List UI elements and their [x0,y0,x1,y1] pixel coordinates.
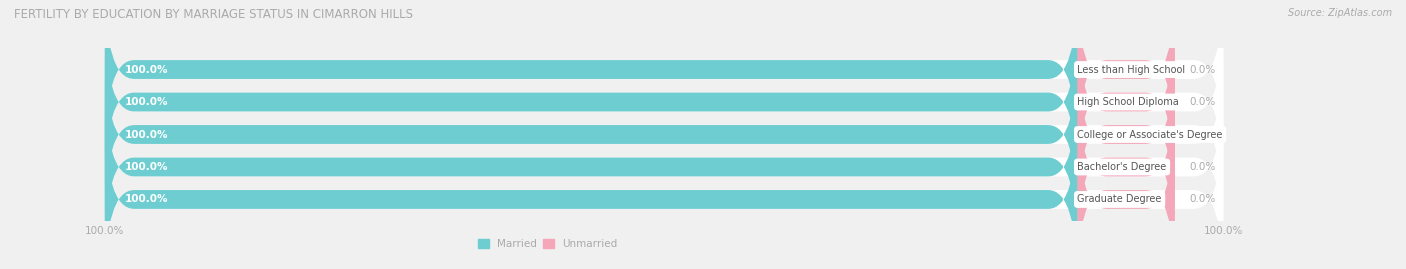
FancyBboxPatch shape [1077,79,1174,255]
FancyBboxPatch shape [105,47,1077,222]
Text: Less than High School: Less than High School [1077,65,1185,75]
Text: Bachelor's Degree: Bachelor's Degree [1077,162,1167,172]
FancyBboxPatch shape [105,79,1223,255]
FancyBboxPatch shape [1077,47,1174,222]
Text: 100.0%: 100.0% [124,97,167,107]
Text: 0.0%: 0.0% [1189,65,1216,75]
Text: 0.0%: 0.0% [1189,194,1216,204]
FancyBboxPatch shape [105,14,1223,190]
Text: College or Associate's Degree: College or Associate's Degree [1077,129,1223,140]
Legend: Married, Unmarried: Married, Unmarried [474,235,621,253]
FancyBboxPatch shape [105,79,1077,255]
Text: 100.0%: 100.0% [124,162,167,172]
FancyBboxPatch shape [105,14,1077,190]
Text: Graduate Degree: Graduate Degree [1077,194,1161,204]
FancyBboxPatch shape [105,0,1223,158]
Text: High School Diploma: High School Diploma [1077,97,1180,107]
Text: FERTILITY BY EDUCATION BY MARRIAGE STATUS IN CIMARRON HILLS: FERTILITY BY EDUCATION BY MARRIAGE STATU… [14,8,413,21]
FancyBboxPatch shape [105,111,1223,269]
FancyBboxPatch shape [105,111,1077,269]
FancyBboxPatch shape [1077,0,1174,158]
FancyBboxPatch shape [105,47,1223,222]
FancyBboxPatch shape [1077,14,1174,190]
Text: 0.0%: 0.0% [1189,129,1216,140]
FancyBboxPatch shape [105,0,1077,158]
Text: 100.0%: 100.0% [124,65,167,75]
Text: 0.0%: 0.0% [1189,162,1216,172]
Text: 100.0%: 100.0% [124,129,167,140]
Text: 0.0%: 0.0% [1189,97,1216,107]
Text: Source: ZipAtlas.com: Source: ZipAtlas.com [1288,8,1392,18]
FancyBboxPatch shape [1077,111,1174,269]
Text: 100.0%: 100.0% [124,194,167,204]
